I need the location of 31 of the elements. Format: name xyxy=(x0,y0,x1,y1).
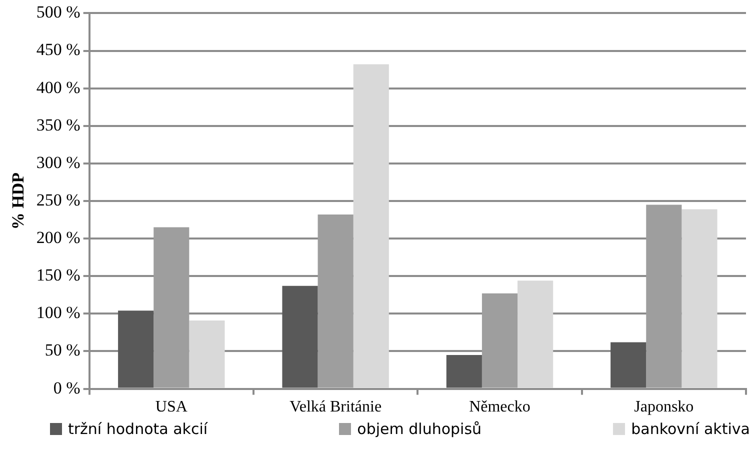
bar xyxy=(682,209,718,388)
y-tick-label: 300 % xyxy=(36,152,80,172)
bar xyxy=(610,342,646,388)
y-tick-label: 250 % xyxy=(36,190,80,210)
legend-label: objem dluhopisů xyxy=(357,420,482,438)
y-tick-label: 150 % xyxy=(36,266,80,285)
y-tick-label: 350 % xyxy=(36,115,80,134)
bar xyxy=(118,310,154,388)
bar xyxy=(518,280,554,388)
y-tick-label: 50 % xyxy=(44,340,80,360)
bar xyxy=(446,354,482,388)
legend-label: tržní hodnota akcií xyxy=(68,420,208,438)
y-tick-label: 400 % xyxy=(36,78,80,97)
bar xyxy=(646,204,682,388)
x-tick-label: USA xyxy=(155,398,188,416)
y-tick-label: 0 % xyxy=(53,378,80,398)
x-tick-label: Japonsko xyxy=(634,398,694,416)
bar xyxy=(282,286,318,388)
y-tick-label: 450 % xyxy=(36,40,80,60)
bar xyxy=(482,293,518,388)
bar xyxy=(154,227,190,388)
y-tick-label: 200 % xyxy=(36,228,80,248)
legend-label: bankovní aktiva xyxy=(631,420,750,438)
x-tick-label: Německo xyxy=(469,398,530,416)
x-tick-label: Velká Británie xyxy=(290,398,382,416)
y-tick-label: 100 % xyxy=(36,303,80,322)
bar xyxy=(353,64,389,388)
bar xyxy=(318,214,354,388)
bar xyxy=(189,320,225,388)
y-tick-label: 500 % xyxy=(36,2,80,22)
y-axis-title: % HDP xyxy=(8,172,28,230)
